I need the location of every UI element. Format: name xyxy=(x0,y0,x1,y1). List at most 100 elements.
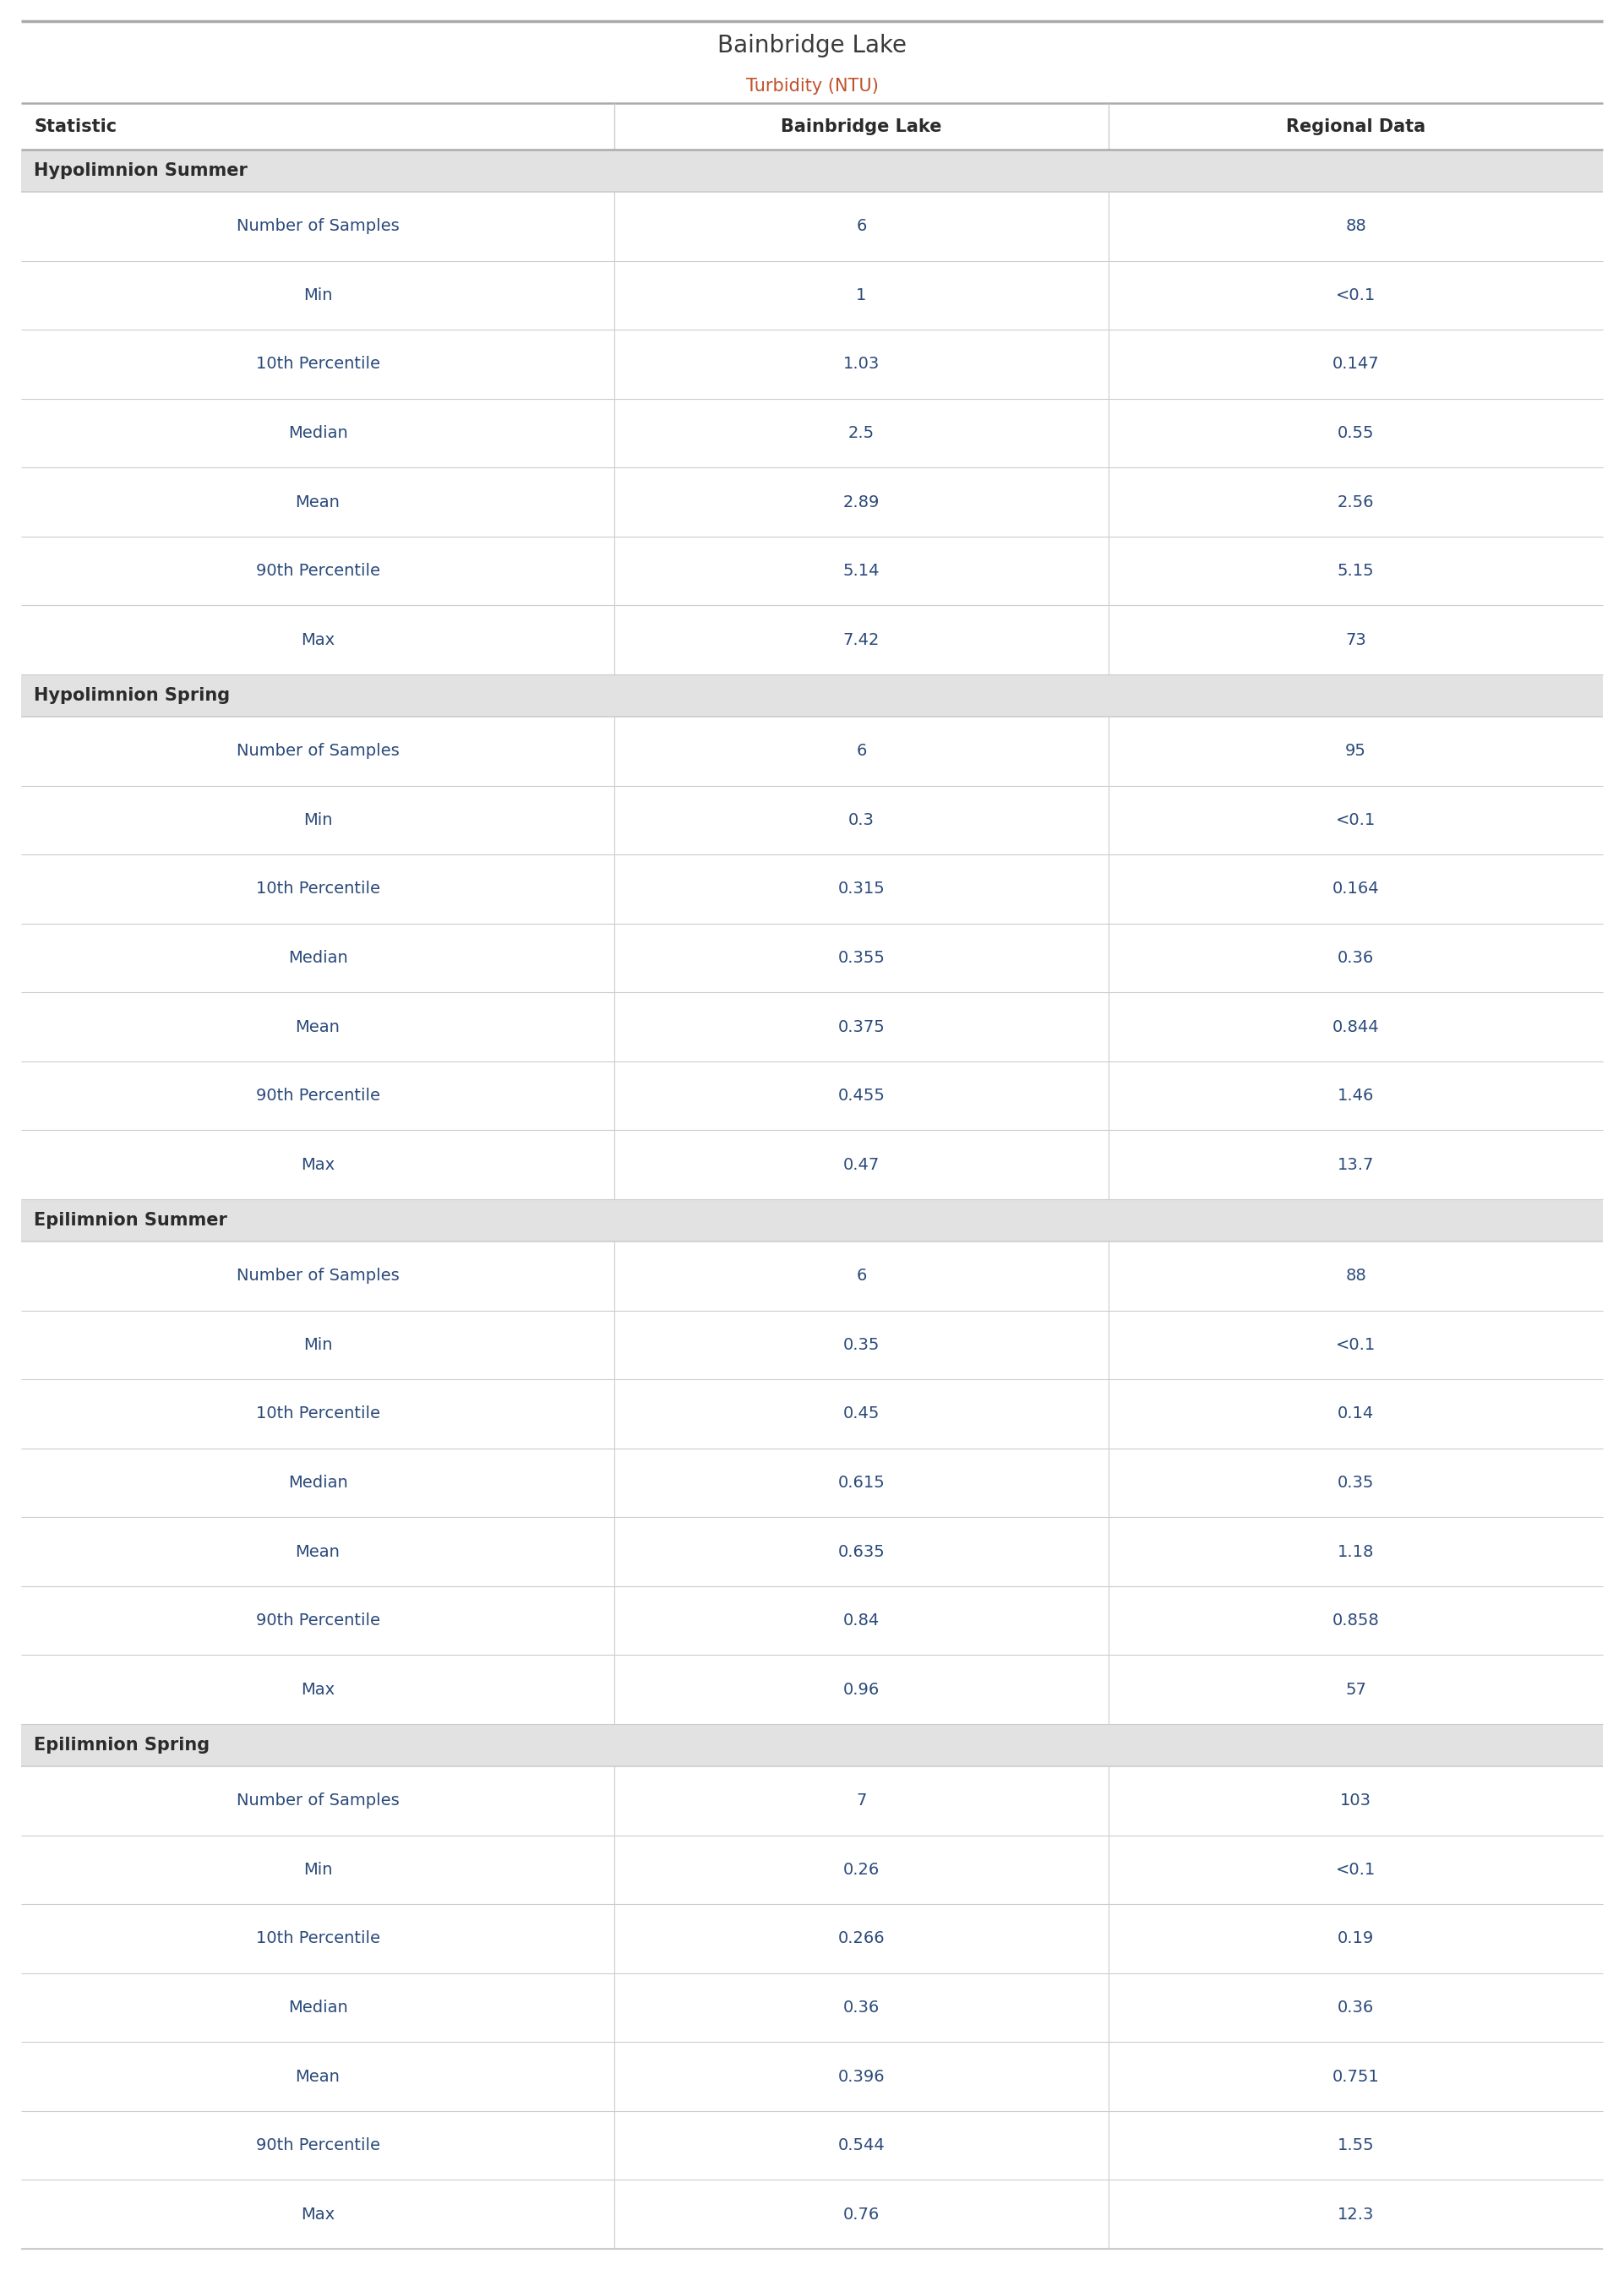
Text: 0.47: 0.47 xyxy=(843,1158,880,1174)
Bar xyxy=(21,1242,1603,1310)
Bar xyxy=(21,1062,1603,1130)
Text: Turbidity (NTU): Turbidity (NTU) xyxy=(745,77,879,95)
Text: 0.355: 0.355 xyxy=(838,949,885,967)
Text: Statistic: Statistic xyxy=(34,118,117,134)
Text: 1.03: 1.03 xyxy=(843,356,880,372)
Bar xyxy=(21,1723,1603,1766)
Text: 5.14: 5.14 xyxy=(843,563,880,579)
Text: <0.1: <0.1 xyxy=(1337,813,1376,829)
Bar xyxy=(21,1516,1603,1587)
Bar xyxy=(21,468,1603,536)
Text: 0.751: 0.751 xyxy=(1332,2068,1379,2084)
Bar xyxy=(21,2111,1603,2179)
Text: Max: Max xyxy=(300,2206,335,2222)
Text: <0.1: <0.1 xyxy=(1337,1337,1376,1353)
Bar xyxy=(21,1655,1603,1723)
Text: 0.14: 0.14 xyxy=(1338,1405,1374,1421)
Text: <0.1: <0.1 xyxy=(1337,1861,1376,1877)
Text: 0.35: 0.35 xyxy=(1338,1476,1374,1491)
Bar xyxy=(21,150,1603,193)
Text: 0.36: 0.36 xyxy=(1338,949,1374,967)
Bar xyxy=(21,1448,1603,1516)
Bar xyxy=(21,2179,1603,2250)
Bar xyxy=(21,606,1603,674)
Text: 7.42: 7.42 xyxy=(843,631,880,647)
Bar xyxy=(21,1380,1603,1448)
Text: 0.84: 0.84 xyxy=(843,1612,880,1628)
Bar xyxy=(21,924,1603,992)
Text: Min: Min xyxy=(304,1337,333,1353)
Text: 6: 6 xyxy=(856,1269,867,1285)
Text: 5.15: 5.15 xyxy=(1337,563,1374,579)
Text: Min: Min xyxy=(304,1861,333,1877)
Text: 10th Percentile: 10th Percentile xyxy=(255,881,380,897)
Text: Epilimnion Summer: Epilimnion Summer xyxy=(34,1212,227,1228)
Bar xyxy=(21,1310,1603,1380)
Text: 0.3: 0.3 xyxy=(848,813,874,829)
Bar xyxy=(21,1834,1603,1905)
Bar xyxy=(21,1905,1603,1973)
Text: Number of Samples: Number of Samples xyxy=(235,1793,400,1809)
Text: 2.56: 2.56 xyxy=(1337,495,1374,511)
Text: 0.858: 0.858 xyxy=(1332,1612,1379,1628)
Bar xyxy=(21,1973,1603,2043)
Text: Max: Max xyxy=(300,1682,335,1698)
Bar xyxy=(21,400,1603,468)
Text: 0.844: 0.844 xyxy=(1332,1019,1379,1035)
Text: 0.26: 0.26 xyxy=(843,1861,880,1877)
Bar xyxy=(21,536,1603,606)
Text: 0.147: 0.147 xyxy=(1332,356,1379,372)
Text: Max: Max xyxy=(300,631,335,647)
Text: 0.55: 0.55 xyxy=(1337,424,1374,440)
Text: 73: 73 xyxy=(1345,631,1366,647)
Text: 1: 1 xyxy=(856,288,867,304)
Text: 2.89: 2.89 xyxy=(843,495,880,511)
Text: 0.19: 0.19 xyxy=(1338,1930,1374,1948)
Text: Epilimnion Spring: Epilimnion Spring xyxy=(34,1737,209,1755)
Text: 7: 7 xyxy=(856,1793,867,1809)
Bar xyxy=(21,193,1603,261)
Bar xyxy=(21,2043,1603,2111)
Text: 1.55: 1.55 xyxy=(1337,2138,1374,2154)
Text: Min: Min xyxy=(304,288,333,304)
Text: 90th Percentile: 90th Percentile xyxy=(255,1612,380,1628)
Bar xyxy=(21,674,1603,717)
Text: 0.76: 0.76 xyxy=(843,2206,880,2222)
Text: Median: Median xyxy=(287,2000,348,2016)
Text: Hypolimnion Summer: Hypolimnion Summer xyxy=(34,161,247,179)
Bar xyxy=(21,992,1603,1062)
Text: 6: 6 xyxy=(856,218,867,234)
Text: <0.1: <0.1 xyxy=(1337,288,1376,304)
Text: 88: 88 xyxy=(1345,1269,1366,1285)
Bar xyxy=(21,329,1603,400)
Text: Number of Samples: Number of Samples xyxy=(235,218,400,234)
Bar xyxy=(21,1587,1603,1655)
Text: 0.396: 0.396 xyxy=(838,2068,885,2084)
Text: 0.36: 0.36 xyxy=(1338,2000,1374,2016)
Text: 0.45: 0.45 xyxy=(843,1405,880,1421)
Text: 103: 103 xyxy=(1340,1793,1371,1809)
Text: Median: Median xyxy=(287,1476,348,1491)
Bar xyxy=(21,1130,1603,1199)
Text: 0.96: 0.96 xyxy=(843,1682,880,1698)
Text: 0.315: 0.315 xyxy=(838,881,885,897)
Text: Number of Samples: Number of Samples xyxy=(235,742,400,758)
Text: 0.455: 0.455 xyxy=(838,1087,885,1103)
Bar xyxy=(21,1766,1603,1834)
Bar xyxy=(21,102,1603,150)
Text: 10th Percentile: 10th Percentile xyxy=(255,1930,380,1948)
Text: 57: 57 xyxy=(1345,1682,1366,1698)
Text: 1.18: 1.18 xyxy=(1338,1544,1374,1559)
Text: 10th Percentile: 10th Percentile xyxy=(255,1405,380,1421)
Bar xyxy=(21,261,1603,329)
Text: 1.46: 1.46 xyxy=(1338,1087,1374,1103)
Text: Hypolimnion Spring: Hypolimnion Spring xyxy=(34,688,231,704)
Text: 90th Percentile: 90th Percentile xyxy=(255,563,380,579)
Text: Number of Samples: Number of Samples xyxy=(235,1269,400,1285)
Text: Mean: Mean xyxy=(296,495,339,511)
Text: 0.375: 0.375 xyxy=(838,1019,885,1035)
Text: Bainbridge Lake: Bainbridge Lake xyxy=(781,118,942,134)
Text: 90th Percentile: 90th Percentile xyxy=(255,1087,380,1103)
Text: Mean: Mean xyxy=(296,1544,339,1559)
Text: 90th Percentile: 90th Percentile xyxy=(255,2138,380,2154)
